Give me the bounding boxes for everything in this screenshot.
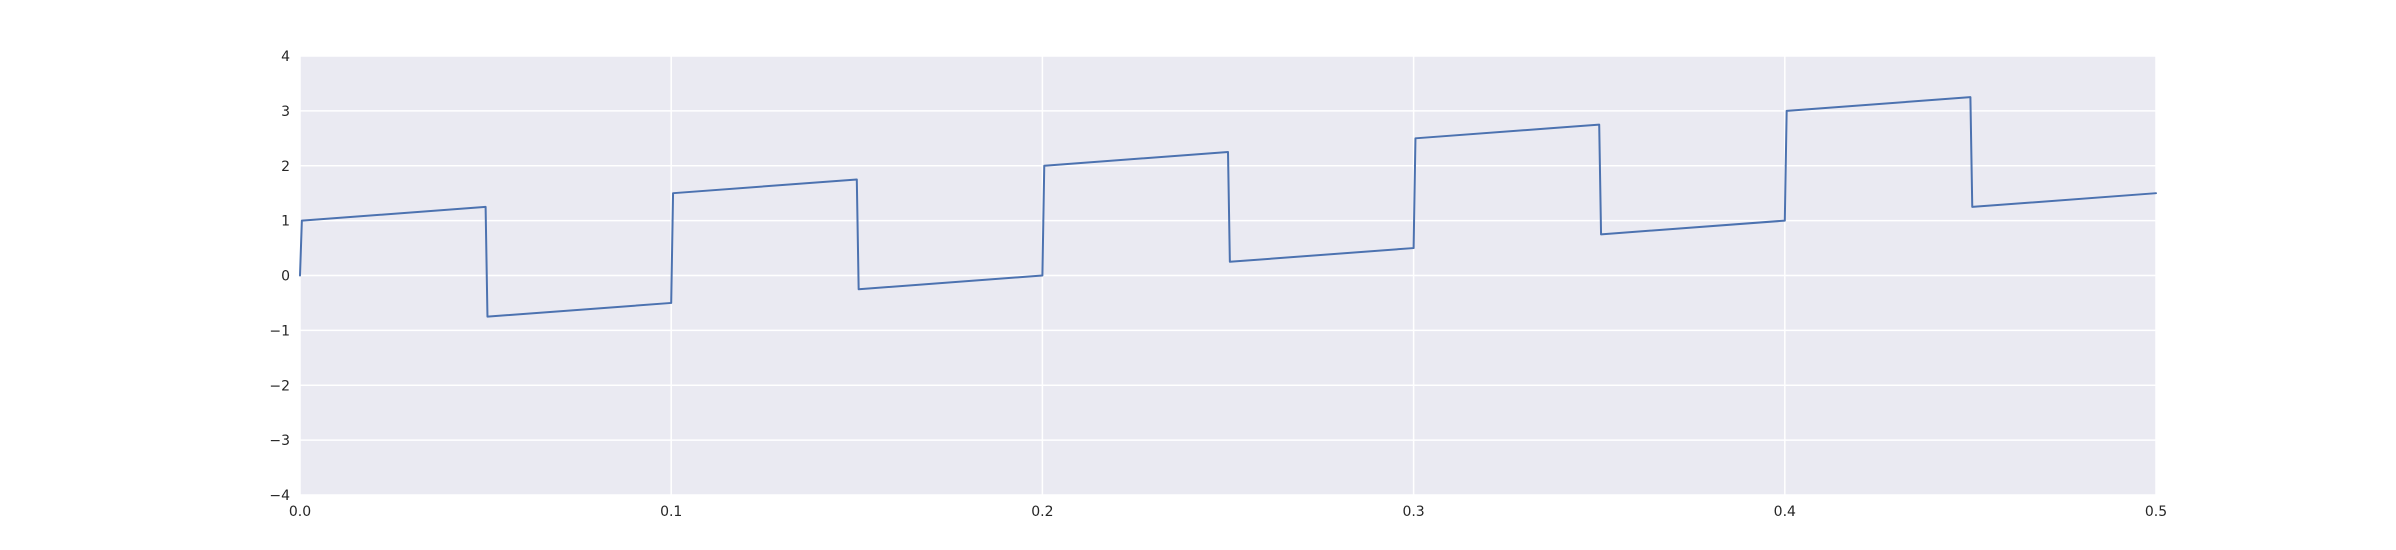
y-tick-label: −1 [269,323,290,339]
x-tick-label: 0.2 [1031,504,1053,520]
y-tick-label: 4 [281,49,290,65]
x-tick-label: 0.0 [289,504,311,520]
x-axis: 0.0 0.1 0.2 0.3 0.4 0.5 [289,504,2167,520]
y-tick-label: 2 [281,159,290,175]
series-line [299,96,2157,318]
x-tick-label: 0.5 [2145,504,2167,520]
y-axis: −4 −3 −2 −1 0 1 2 3 4 [269,49,290,504]
y-tick-label: −3 [269,433,290,449]
y-tick-label: −2 [269,378,290,394]
grid-lines [299,55,2157,496]
x-tick-label: 0.3 [1402,504,1424,520]
y-tick-label: −4 [269,488,290,504]
y-tick-label: 1 [281,214,290,230]
y-tick-label: 3 [281,104,290,120]
x-tick-label: 0.1 [660,504,682,520]
x-tick-label: 0.4 [1774,504,1796,520]
series-group [299,96,2157,318]
y-tick-label: 0 [281,269,290,285]
